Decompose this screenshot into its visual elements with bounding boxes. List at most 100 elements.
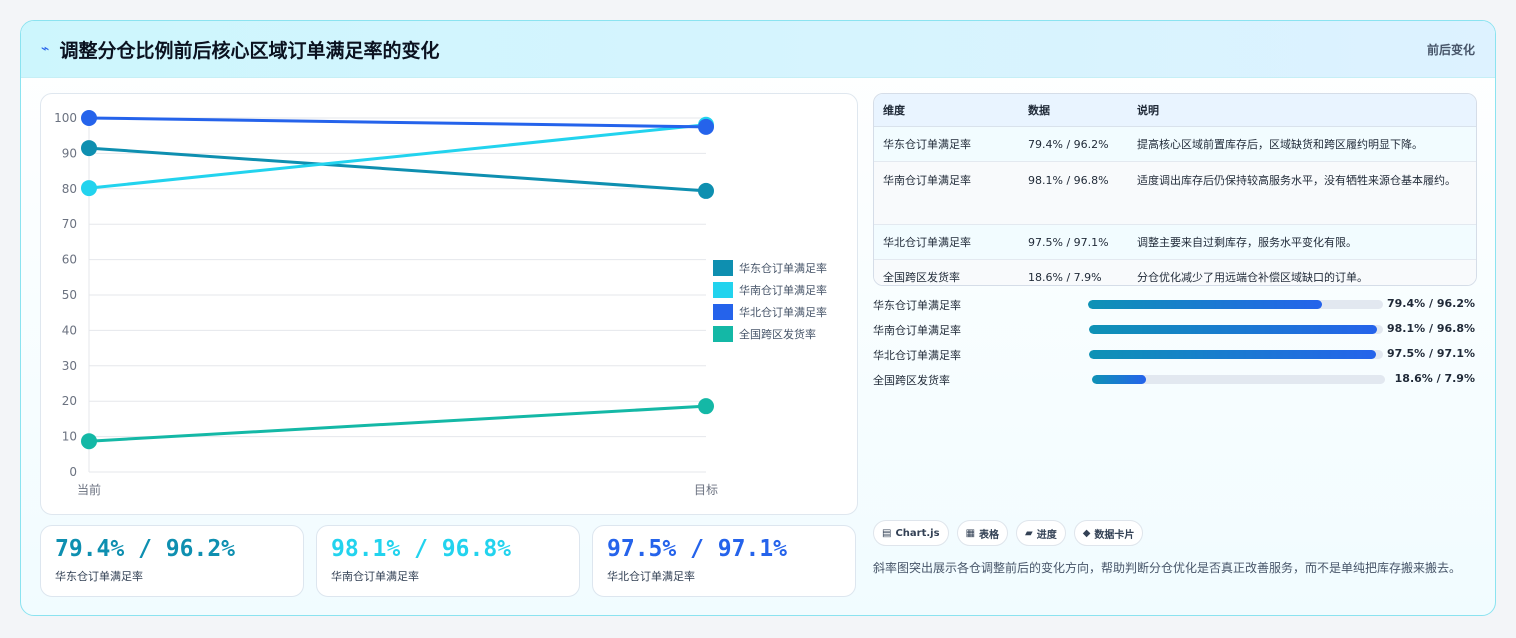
chip-label: Chart.js [895, 527, 940, 539]
stat-value: 97.5% / 97.1% [607, 536, 788, 562]
chart-icon: ▤ [882, 527, 892, 539]
table-header-cell: 数据 [1019, 94, 1128, 127]
stat-label: 华南仓订单满足率 [331, 570, 419, 583]
legend-swatch [713, 326, 733, 342]
table-icon: ▦ [965, 527, 976, 539]
table-header-cell: 说明 [1128, 94, 1476, 127]
legend-item: 华东仓订单满足率 [713, 260, 827, 276]
data-point [81, 433, 97, 450]
stat-value: 79.4% / 96.2% [55, 536, 236, 562]
x-tick-label: 当前 [77, 482, 101, 497]
progress-fill [1092, 375, 1147, 384]
data-point [698, 182, 714, 199]
progress-track [1088, 300, 1383, 309]
stat-cards: 79.4% / 96.2% 华东仓订单满足率 98.1% / 96.8% 华南仓订单满… [40, 525, 856, 597]
progress-value: 97.5% / 97.1% [1387, 347, 1475, 360]
y-tick-label: 50 [62, 288, 77, 302]
legend-item: 全国跨区发货率 [713, 326, 827, 342]
page-title: 调整分仓比例前后核心区域订单满足率的变化 [59, 39, 440, 62]
card-header: ⌁ 调整分仓比例前后核心区域订单满足率的变化 前后变化 [21, 21, 1495, 78]
x-tick-label: 目标 [694, 483, 718, 497]
legend-label: 华南仓订单满足率 [739, 284, 827, 297]
card-icon: ◆ [1082, 527, 1091, 539]
y-tick-label: 40 [62, 323, 77, 337]
progress-list: 华东仓订单满足率 79.4% / 96.2% 华南仓订单满足率 98.1% / 96.… [873, 295, 1475, 395]
chip-label: 表格 [979, 529, 1000, 541]
series-line [88, 116, 707, 129]
chip-card[interactable]: ◆ 数据卡片 [1073, 520, 1144, 546]
y-tick-label: 30 [62, 359, 77, 373]
progress-value: 98.1% / 96.8% [1387, 322, 1475, 335]
y-tick-label: 100 [54, 111, 77, 125]
chip-progress[interactable]: ▰ 进度 [1016, 520, 1066, 546]
progress-label: 华东仓订单满足率 [873, 299, 961, 312]
progress-track [1089, 350, 1383, 359]
progress-row: 华东仓订单满足率 79.4% / 96.2% [873, 295, 1475, 320]
data-table: 维度 数据 说明 华东仓订单满足率 79.4% / 96.2% 提高核心区域前置… [873, 93, 1477, 286]
table-cell: 全国跨区发货率 [874, 259, 1019, 285]
data-point [81, 110, 97, 126]
header-tag: 前后变化 [1426, 42, 1475, 57]
progress-icon: ▰ [1025, 527, 1033, 539]
lightning-icon: ⌁ [41, 41, 50, 57]
chart-canvas: 0 10 20 30 40 50 60 70 80 90 100 当前 目标 [54, 110, 718, 497]
progress-row: 全国跨区发货率 18.6% / 7.9% [873, 370, 1475, 395]
table-row: 华东仓订单满足率 79.4% / 96.2% 提高核心区域前置库存后，区域缺货和… [874, 126, 1476, 162]
legend-item: 华北仓订单满足率 [713, 304, 827, 320]
progress-label: 全国跨区发货率 [873, 374, 950, 387]
legend-swatch [713, 260, 733, 276]
table-row: 全国跨区发货率 18.6% / 7.9% 分仓优化减少了用远端仓补偿区域缺口的订… [874, 259, 1476, 285]
y-tick-label: 90 [62, 146, 77, 160]
progress-fill [1089, 350, 1376, 359]
slope-chart: 0 10 20 30 40 50 60 70 80 90 100 当前 目标 华东仓订单满足率 华南仓订单… [40, 93, 858, 515]
legend-label: 全国跨区发货率 [739, 328, 816, 341]
y-tick-label: 80 [62, 182, 77, 196]
legend-label: 华东仓订单满足率 [739, 262, 827, 275]
legend-swatch [713, 282, 733, 298]
y-tick-label: 10 [62, 430, 77, 444]
chart-legend: 华东仓订单满足率 华南仓订单满足率 华北仓订单满足率 全国跨区发货率 [713, 260, 827, 342]
table-cell: 适度调出库存后仍保持较高服务水平，没有牺牲来源仓基本履约。 [1128, 161, 1476, 225]
table-row: 华北仓订单满足率 97.5% / 97.1% 调整主要来自过剩库存，服务水平变化… [874, 224, 1476, 260]
legend-label: 华北仓订单满足率 [739, 306, 827, 319]
table-cell: 79.4% / 96.2% [1019, 126, 1128, 162]
progress-label: 华南仓订单满足率 [873, 324, 961, 337]
table-cell: 97.5% / 97.1% [1019, 224, 1128, 260]
stat-label: 华北仓订单满足率 [607, 570, 695, 583]
progress-row: 华南仓订单满足率 98.1% / 96.8% [873, 320, 1475, 345]
stat-card: 98.1% / 96.8% 华南仓订单满足率 [316, 525, 580, 597]
stat-card: 79.4% / 96.2% 华东仓订单满足率 [40, 525, 304, 597]
table-cell: 98.1% / 96.8% [1019, 161, 1128, 225]
table-cell: 分仓优化减少了用远端仓补偿区域缺口的订单。 [1128, 259, 1476, 285]
data-point [81, 180, 97, 197]
progress-label: 华北仓订单满足率 [873, 349, 961, 362]
chip-chart[interactable]: ▤ Chart.js [873, 520, 949, 546]
table-row: 华南仓订单满足率 98.1% / 96.8% 适度调出库存后仍保持较高服务水平，… [874, 161, 1476, 225]
table-header-cell: 维度 [874, 94, 1019, 127]
chip-label: 数据卡片 [1094, 529, 1135, 541]
chip-table[interactable]: ▦ 表格 [956, 520, 1009, 546]
chip-label: 进度 [1036, 529, 1057, 541]
table-cell: 华北仓订单满足率 [874, 224, 1019, 260]
data-point [81, 140, 97, 157]
progress-fill [1089, 325, 1378, 334]
progress-row: 华北仓订单满足率 97.5% / 97.1% [873, 345, 1475, 370]
table-header-row: 维度 数据 说明 [874, 94, 1476, 127]
stat-card: 97.5% / 97.1% 华北仓订单满足率 [592, 525, 856, 597]
progress-value: 79.4% / 96.2% [1387, 297, 1475, 310]
series-line [88, 146, 707, 193]
progress-value: 18.6% / 7.9% [1394, 372, 1475, 385]
chart-note: 斜率图突出展示各仓调整前后的变化方向，帮助判断分仓优化是否真正改善服务，而不是单… [873, 561, 1462, 575]
data-point [698, 398, 714, 415]
data-point [698, 118, 714, 135]
progress-track [1089, 325, 1383, 334]
stat-label: 华东仓订单满足率 [55, 570, 143, 583]
table-cell: 调整主要来自过剩库存，服务水平变化有限。 [1128, 224, 1476, 260]
progress-track [1092, 375, 1385, 384]
stat-value: 98.1% / 96.8% [331, 536, 512, 562]
series-line [88, 404, 707, 443]
y-tick-label: 60 [62, 253, 77, 267]
table-cell: 提高核心区域前置库存后，区域缺货和跨区履约明显下降。 [1128, 126, 1476, 162]
legend-swatch [713, 304, 733, 320]
table-cell: 18.6% / 7.9% [1019, 259, 1128, 285]
